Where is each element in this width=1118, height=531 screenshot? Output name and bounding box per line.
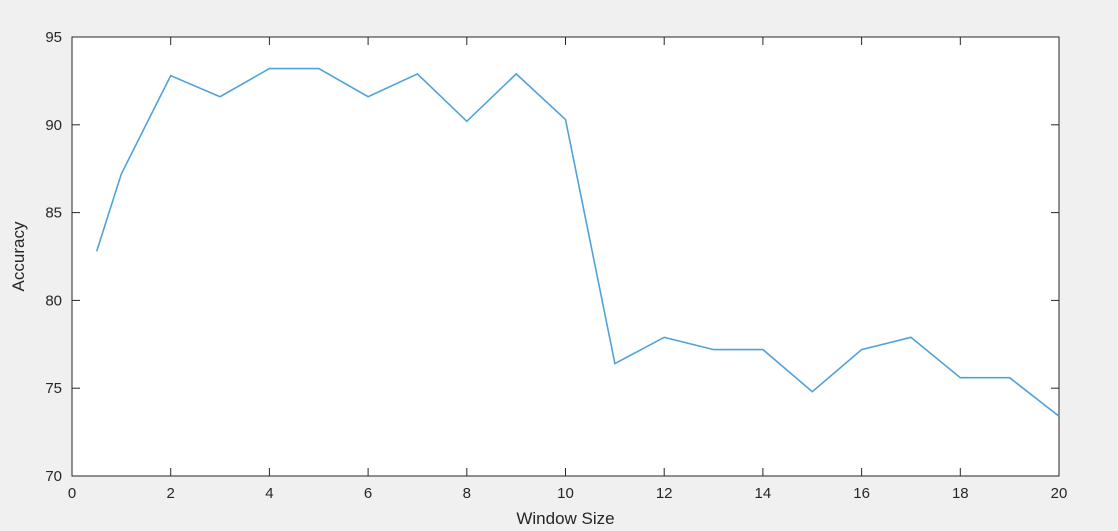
x-tick-label: 12	[656, 485, 673, 502]
x-tick-label: 14	[755, 485, 772, 502]
y-tick-label: 80	[45, 292, 62, 309]
x-tick-label: 6	[364, 485, 372, 502]
series-layer	[95, 67, 1060, 417]
x-tick-label: 4	[265, 485, 273, 502]
y-tick-label: 90	[45, 117, 62, 134]
y-axis-label: Accuracy	[9, 221, 28, 291]
x-tick-label: 2	[167, 485, 175, 502]
x-axis-label: Window Size	[516, 509, 614, 528]
x-tick-label: 16	[853, 485, 870, 502]
x-tick-label: 18	[952, 485, 969, 502]
x-tick-label: 20	[1051, 485, 1068, 502]
x-tick-label: 0	[68, 485, 76, 502]
x-tick-label: 8	[463, 485, 471, 502]
ticks-layer: 0 2 4 6 8 10 12 14 16 18 20 70 75 80 85 90 95	[45, 29, 1067, 502]
x-tick-label: 10	[557, 485, 574, 502]
y-tick-label: 85	[45, 205, 62, 222]
plot-area	[71, 36, 1060, 477]
y-tick-label: 75	[45, 380, 62, 397]
y-tick-label: 70	[45, 468, 62, 485]
y-tick-label: 95	[45, 29, 62, 46]
series-line	[95, 67, 1060, 417]
